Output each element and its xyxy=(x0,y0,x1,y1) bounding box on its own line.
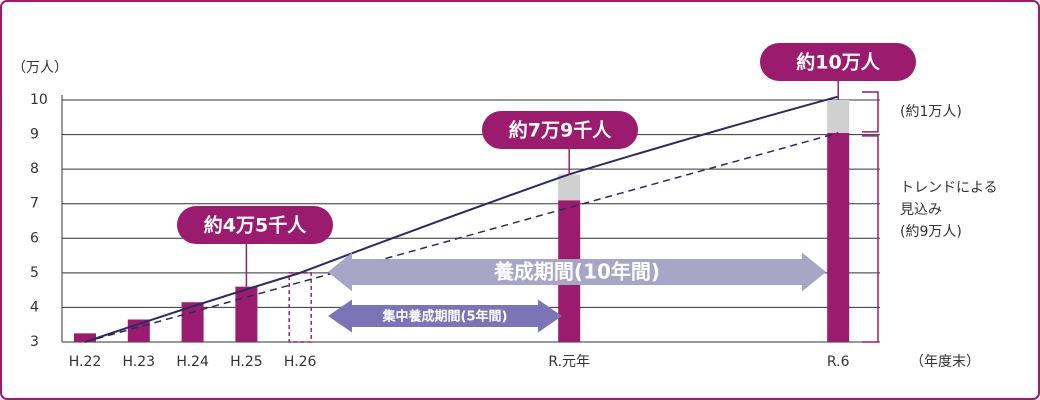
callout-bubble xyxy=(482,111,638,149)
x-tick-label: R.6 xyxy=(827,354,850,370)
x-tick-label: H.23 xyxy=(123,354,156,370)
callout-bubble xyxy=(760,43,916,81)
arrow xyxy=(328,252,826,292)
y-tick-label: 3 xyxy=(30,334,39,350)
arrow-label: 集中養成期間(5年間) xyxy=(382,309,508,325)
y-tick-label: 4 xyxy=(30,299,39,315)
bracket-label-line: (約9万人) xyxy=(900,224,962,240)
callout-label: 約7万9千人 xyxy=(509,119,612,142)
arrow xyxy=(328,299,562,333)
trend-line xyxy=(84,132,839,343)
y-tick-label: 8 xyxy=(30,161,39,177)
callout-bubble xyxy=(177,206,333,244)
y-tick-label: 9 xyxy=(30,127,39,143)
bracket-label-line: トレンドによる xyxy=(900,180,998,196)
x-tick-label: H.22 xyxy=(69,354,102,370)
x-tick-label: R.元年 xyxy=(548,354,590,370)
arrow-label: 養成期間(10年間) xyxy=(493,260,660,284)
bar xyxy=(127,319,150,342)
callout-label: 約4万5千人 xyxy=(204,214,307,237)
bar xyxy=(827,100,850,133)
bracket-label-line: 見込み xyxy=(900,202,942,218)
y-tick-label: 7 xyxy=(30,196,39,212)
bracket-label: (約1万人) xyxy=(900,104,962,120)
x-tick-label: H.24 xyxy=(176,354,209,370)
x-axis-label: （年度末） xyxy=(910,354,980,370)
y-tick-label: 10 xyxy=(30,92,48,108)
y-tick-label: 5 xyxy=(30,265,39,281)
bracket xyxy=(862,135,879,343)
bar xyxy=(827,132,850,342)
bar xyxy=(181,302,204,342)
x-tick-label: H.26 xyxy=(284,354,317,370)
bracket-label: トレンドによる見込み (約9万人) xyxy=(900,180,998,240)
bar xyxy=(235,286,258,342)
y-tick-label: 6 xyxy=(30,230,39,246)
y-axis-label: （万人） xyxy=(12,60,68,76)
trend-line xyxy=(84,95,839,343)
bar xyxy=(74,333,96,342)
bracket xyxy=(862,91,879,133)
x-tick-label: H.25 xyxy=(230,354,263,370)
bar xyxy=(558,174,581,201)
callout-label: 約10万人 xyxy=(796,51,880,74)
